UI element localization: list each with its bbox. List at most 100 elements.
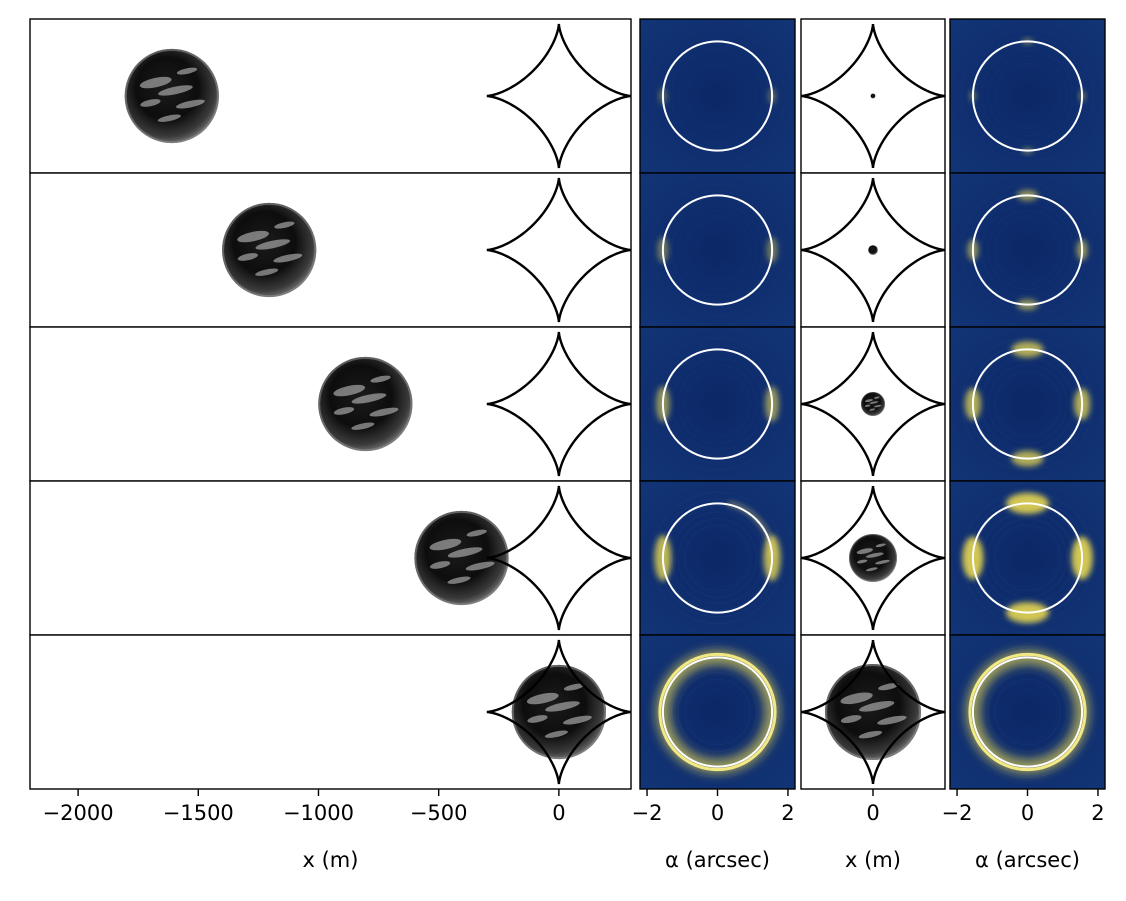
row-1-image-panel-b [949,18,1106,174]
fringe [968,36,1087,156]
x-axis-source-positions-wide: −2000 −1500 −1000 −500 0 x (m) [43,789,566,872]
cloud-streak [430,561,451,569]
cloud-streak [878,683,899,691]
source-earth [124,48,219,144]
cloud-streak [447,576,471,584]
einstein-radius-circle [971,502,1084,614]
fringe [961,492,1094,624]
einstein-radius-circle [971,40,1084,152]
row-4-source-panel [29,480,632,636]
fringe [994,678,1061,746]
source-earth-zoom [860,391,885,416]
x-tick-label: −2 [632,801,663,825]
fringe [684,62,751,130]
cloud-streak [874,396,880,399]
cloud-streak [875,559,890,565]
cloud-streak [176,67,198,75]
panel-background [30,481,631,635]
x-axis-label: x (m) [303,848,359,872]
cloud-streak [545,701,580,712]
cloud-streak [255,239,291,250]
x-axis-label: x (m) [845,848,901,872]
row-3-zoom-panel [800,326,946,482]
cloud-streak [856,548,873,555]
cloud-streak [333,407,355,415]
row-2-image-panel-b [949,172,1106,328]
fringe [677,364,758,444]
fringe [651,30,784,162]
cloud-streak [865,567,878,572]
x-tick-label: 0 [866,801,879,825]
fringe [651,184,784,316]
einstein-ring-bright [968,652,1087,772]
x-tick-label: 2 [1091,801,1104,825]
fringe [994,524,1061,592]
earth-disc [861,392,885,416]
cloud-streak [527,715,548,723]
cloud-streak [563,683,585,691]
x-tick-label: −2 [942,801,973,825]
earth-disc [870,93,876,99]
cloud-streak [563,715,592,725]
cloud-streak [429,538,462,551]
panel-frame [29,634,632,790]
earth-disc [124,48,219,144]
cloud-streak [139,76,172,89]
row-3-source-panel [29,326,632,482]
cloud-streak [544,730,568,738]
earth-limb [222,202,317,298]
caustic-curve [801,24,945,168]
cloud-streak [874,404,882,408]
einstein-radius-circle [971,348,1084,460]
row-2-image-panel-a [639,172,796,328]
einstein-radius-circle [661,194,774,306]
earth-disc [318,356,413,452]
cloud-streak [840,715,862,724]
cloud-streak [369,407,399,417]
earth-disc [825,664,921,760]
x-tick-label: −2000 [43,801,114,825]
fringe [981,49,1074,143]
earth-disc [511,664,606,760]
fringe [987,364,1068,444]
fringe [658,36,777,156]
row-4-image-panel-b [949,480,1106,636]
fringe [677,672,758,752]
cloud-streak [237,230,269,243]
cloud-streak [526,692,559,705]
cloud-streak [274,221,295,229]
fringe [987,210,1068,290]
source-earth-zoom [848,533,897,582]
cloud-streak [158,85,193,96]
cloud-streak [175,99,205,109]
cloud-streak [466,529,487,537]
source-earth-zoom [868,245,878,255]
earth-disc [222,202,317,298]
row-1-image-panel-a [639,18,796,174]
fringe [994,62,1061,130]
fringe [987,56,1068,136]
einstein-radius-circle [661,656,774,768]
earth-limb [318,356,413,452]
source-earth [222,202,317,298]
source-earth [511,664,606,760]
cloud-streak [856,559,868,564]
fringe [961,184,1094,316]
x-axis-image-plane-a: −2 0 2 α (arcsec) [632,789,795,872]
fringe [671,665,764,759]
fringe [651,646,784,778]
fringe [684,524,751,592]
row-1-zoom-panel [800,18,946,174]
cloud-streak [333,384,366,397]
x-tick-label: 2 [781,801,794,825]
fringe [981,203,1074,297]
row-5-source-panel [29,634,632,790]
x-tick-label: 0 [552,801,565,825]
cloud-streak [157,114,181,122]
fringe [677,210,758,290]
einstein-ring-bright [658,652,777,772]
fringe [684,370,751,438]
fringe [651,492,784,624]
caustic-curve [801,486,945,630]
einstein-radius-circle [971,194,1084,306]
